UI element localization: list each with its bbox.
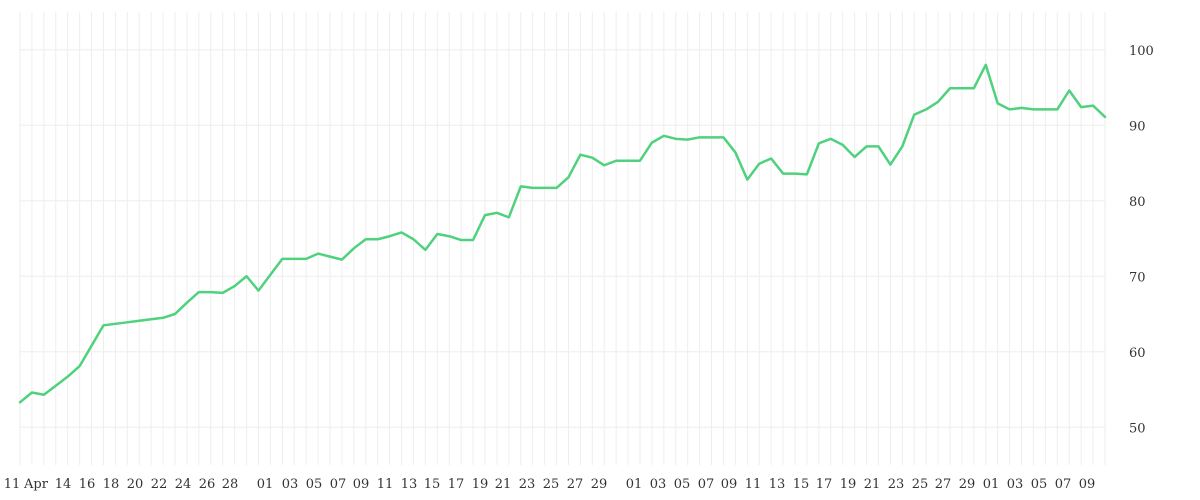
grid — [19, 12, 1106, 465]
y-tick-label: 80 — [1129, 195, 1146, 210]
x-tick-label: 19 — [840, 477, 857, 492]
x-tick-label: 09 — [1079, 477, 1096, 492]
x-tick-label: 11 — [4, 477, 21, 492]
x-tick-label: 09 — [353, 477, 370, 492]
x-tick-label: 28 — [222, 477, 239, 492]
y-axis-ticks: 50 60 70 80 90 100 — [1129, 44, 1154, 437]
x-tick-label: 05 — [1031, 477, 1048, 492]
x-tick-label: 14 — [55, 477, 72, 492]
x-tick-label: 27 — [935, 477, 952, 492]
x-tick-label: 13 — [401, 477, 418, 492]
x-tick-label: 21 — [864, 477, 881, 492]
x-tick-label: 03 — [1007, 477, 1024, 492]
x-tick-label: 17 — [448, 477, 465, 492]
x-tick-label: 09 — [721, 477, 738, 492]
x-tick-label: Apr — [23, 477, 49, 492]
x-tick-label: 24 — [175, 477, 192, 492]
x-tick-label: 27 — [567, 477, 584, 492]
x-tick-label: 29 — [591, 477, 608, 492]
x-tick-label: 05 — [306, 477, 323, 492]
x-tick-label: 25 — [543, 477, 560, 492]
x-tick-label: 23 — [888, 477, 905, 492]
x-tick-label: 07 — [698, 477, 715, 492]
x-tick-label: 07 — [1055, 477, 1072, 492]
x-tick-label: 29 — [959, 477, 976, 492]
x-tick-label: 17 — [816, 477, 833, 492]
x-tick-label: 01 — [626, 477, 643, 492]
x-tick-label: 25 — [912, 477, 929, 492]
x-tick-label: 03 — [282, 477, 299, 492]
x-tick-label: 21 — [495, 477, 512, 492]
x-tick-label: 13 — [769, 477, 786, 492]
x-tick-label: 15 — [424, 477, 441, 492]
x-tick-label: 05 — [674, 477, 691, 492]
x-tick-label: 20 — [127, 477, 144, 492]
x-tick-label: 07 — [330, 477, 347, 492]
y-tick-label: 60 — [1129, 346, 1146, 361]
x-tick-label: 22 — [151, 477, 168, 492]
y-tick-label: 100 — [1129, 44, 1154, 59]
x-tick-label: 01 — [257, 477, 274, 492]
x-tick-label: 15 — [793, 477, 810, 492]
x-tick-label: 16 — [79, 477, 96, 492]
x-axis-ticks: 11 Apr 14 16 18 20 22 24 26 28 01 03 05 07 09 11 13 15 17 1… — [4, 477, 1096, 492]
y-tick-label: 50 — [1129, 421, 1146, 436]
x-tick-label: 26 — [199, 477, 216, 492]
x-tick-label: 11 — [377, 477, 394, 492]
x-tick-label: 18 — [103, 477, 120, 492]
y-tick-label: 90 — [1129, 119, 1146, 134]
x-tick-label: 01 — [983, 477, 1000, 492]
x-tick-label: 11 — [745, 477, 762, 492]
x-tick-label: 23 — [519, 477, 536, 492]
series-line — [18, 63, 1107, 404]
y-tick-label: 70 — [1129, 270, 1146, 285]
x-tick-label: 03 — [650, 477, 667, 492]
x-tick-label: 19 — [472, 477, 489, 492]
